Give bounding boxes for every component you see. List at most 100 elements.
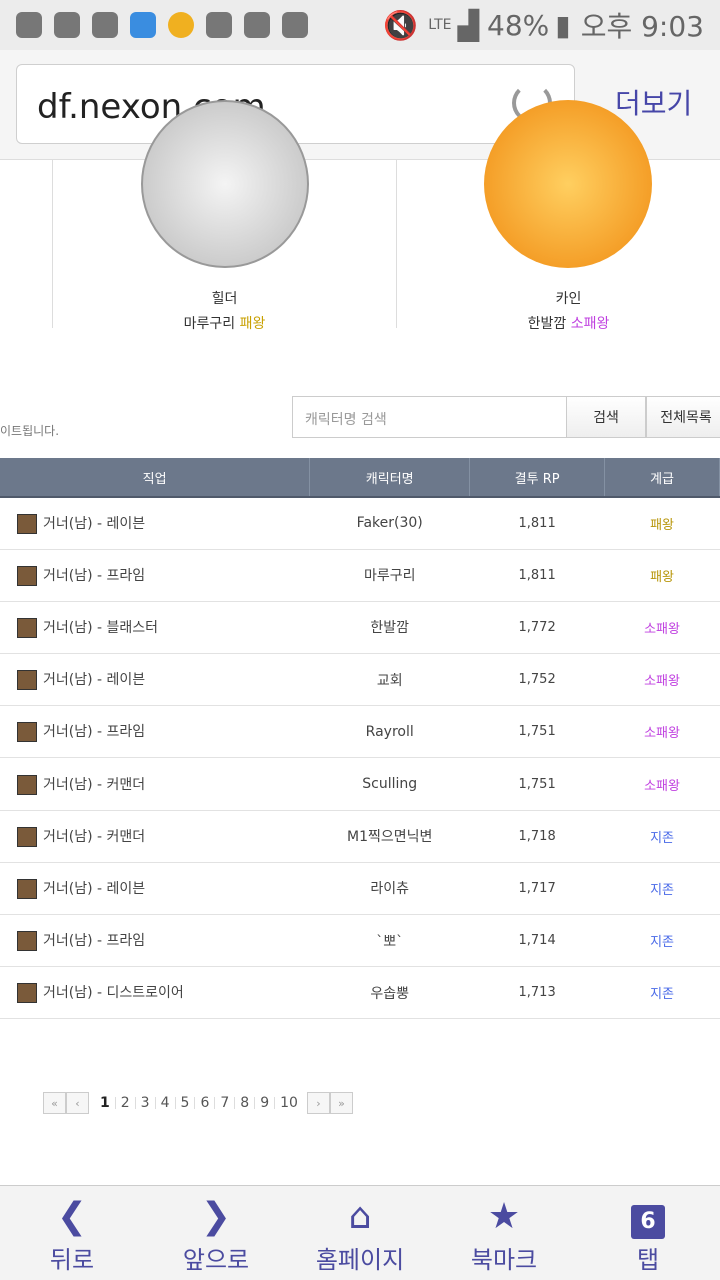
character-avatar-icon [17,565,37,586]
job-text: 거너(남) - 레이븐 [43,880,146,897]
home-button[interactable]: ⌂ 홈페이지 [288,1186,432,1280]
grade-cell: 패왕 [604,549,720,602]
rp-cell: 1,751 [469,705,605,759]
rp-cell: 1,713 [469,966,605,1020]
table-row[interactable]: 거너(남) - 커맨더 Sculling 1,751 소패왕 [0,757,720,811]
back-label: 뒤로 [49,1246,95,1274]
page-link[interactable]: 8 [234,1096,254,1110]
last-page-button[interactable]: » [329,1092,353,1114]
character-avatar-icon [17,983,37,1004]
top-ranker-profiles: 힐더 마루구리 패왕 카인 한발깜 소패왕 [0,100,720,360]
character-avatar-icon [17,513,37,534]
character-name-cell[interactable]: `뽀` [309,914,470,968]
screenshot-icon [282,12,308,38]
page-link[interactable]: 3 [134,1096,155,1110]
profile-grade: 패왕 [239,316,266,332]
tabs-icon: 6 [576,1194,720,1240]
more-button[interactable]: 더보기 [615,87,693,120]
job-cell: 거너(남) - 블래스터 [0,601,310,655]
next-page-button[interactable]: › [306,1092,330,1114]
job-text: 거너(남) - 커맨더 [43,776,146,793]
prev-page-button[interactable]: ‹ [66,1092,89,1114]
job-cell: 거너(남) - 커맨더 [0,757,310,811]
character-name-cell[interactable]: M1찍으면닉변 [309,810,470,863]
character-avatar-icon [17,878,37,899]
job-text: 거너(남) - 레이븐 [43,672,146,689]
all-list-button[interactable]: 전체목록 [646,396,720,438]
profile-card[interactable]: 카인 한발깜 소패왕 [396,100,720,332]
table-row[interactable]: 거너(남) - 레이븐 Faker(30) 1,811 패왕 [0,497,720,550]
search-button[interactable]: 검색 [566,396,646,438]
table-row[interactable]: 거너(남) - 디스트로이어 우솝뿡 1,713 지존 [0,966,720,1020]
chevron-left-icon: ❮ [56,1196,88,1237]
profile-job: 카인 [555,291,582,307]
character-search-input[interactable]: 캐릭터명 검색 [292,396,567,438]
grade-cell: 소패왕 [604,653,720,707]
job-text: 거너(남) - 커맨더 [43,828,146,845]
character-name-cell[interactable]: 우솝뿡 [309,966,470,1020]
job-text: 거너(남) - 프라임 [43,933,146,950]
notification-icons [16,12,383,38]
character-name-cell[interactable]: Rayroll [309,705,470,759]
grade-cell: 지존 [604,862,720,916]
character-avatar-icon [17,722,37,743]
page-link[interactable]: 6 [194,1096,214,1110]
profile-card[interactable]: 힐더 마루구리 패왕 [52,100,397,332]
page-link[interactable]: 9 [254,1096,274,1110]
mute-icon: 🔇 [383,8,419,42]
character-name-cell[interactable]: 마루구리 [309,549,470,602]
character-image [141,100,309,268]
battery-icon: ▮ [555,8,571,42]
first-page-button[interactable]: « [43,1092,66,1114]
page-link[interactable]: 4 [154,1096,175,1110]
character-name-cell[interactable]: Sculling [309,757,470,811]
profile-job: 힐더 [211,291,238,307]
table-row[interactable]: 거너(남) - 프라임 `뽀` 1,714 지존 [0,914,720,968]
page-link[interactable]: 10 [274,1096,303,1110]
pagination: « ‹ 1 2 3 4 5 6 7 8 9 10 › » [43,1092,353,1114]
rp-cell: 1,811 [469,549,605,602]
rp-cell: 1,772 [469,601,605,655]
back-button[interactable]: ❮ 뒤로 [0,1186,144,1280]
character-name-cell[interactable]: 한발깜 [309,601,470,655]
header-rp: 결투 RP [469,458,606,498]
table-row[interactable]: 거너(남) - 레이븐 라이츄 1,717 지존 [0,862,720,916]
grade-cell: 지존 [604,810,720,863]
job-text: 거너(남) - 프라임 [43,567,146,584]
job-cell: 거너(남) - 레이븐 [0,653,310,707]
rp-cell: 1,752 [469,653,605,707]
page-link[interactable]: 7 [214,1096,234,1110]
update-note: 이트됩니다. [0,424,60,438]
job-text: 거너(남) - 레이븐 [43,515,146,532]
table-row[interactable]: 거너(남) - 레이븐 교회 1,752 소패왕 [0,653,720,707]
page-link[interactable]: 5 [174,1096,195,1110]
bookmark-button[interactable]: ★ 북마크 [432,1186,576,1280]
rp-cell: 1,811 [469,497,605,550]
url-field[interactable]: df.nexon.com [16,64,575,144]
grade-cell: 패왕 [604,497,720,550]
grade-cell: 지존 [604,914,720,968]
character-name-cell[interactable]: 교회 [309,653,470,707]
table-row[interactable]: 거너(남) - 블래스터 한발깜 1,772 소패왕 [0,601,720,655]
character-avatar-icon [17,670,37,691]
character-name-cell[interactable]: Faker(30) [309,497,470,550]
job-cell: 거너(남) - 레이븐 [0,497,310,550]
signal-icon: ▟ [457,8,480,42]
character-name-cell[interactable]: 라이츄 [309,862,470,916]
table-row[interactable]: 거너(남) - 프라임 Rayroll 1,751 소패왕 [0,705,720,759]
facebook-icon [92,12,118,38]
page-link[interactable]: 2 [114,1096,135,1110]
home-label: 홈페이지 [315,1246,405,1274]
job-text: 거너(남) - 블래스터 [43,619,159,636]
table-row[interactable]: 거너(남) - 커맨더 M1찍으면닉변 1,718 지존 [0,810,720,863]
ranking-table: 직업 캐릭터명 결투 RP 계급 거너(남) - 레이븐 Faker(30) 1… [0,458,720,1020]
job-cell: 거너(남) - 디스트로이어 [0,966,310,1020]
page-link[interactable]: 1 [100,1095,110,1111]
profile-grade: 소패왕 [570,316,610,332]
grade-cell: 소패왕 [604,757,720,811]
header-job: 직업 [0,458,311,498]
forward-button[interactable]: ❯ 앞으로 [144,1186,288,1280]
table-row[interactable]: 거너(남) - 프라임 마루구리 1,811 패왕 [0,549,720,602]
battery-level: 48% [487,8,550,42]
